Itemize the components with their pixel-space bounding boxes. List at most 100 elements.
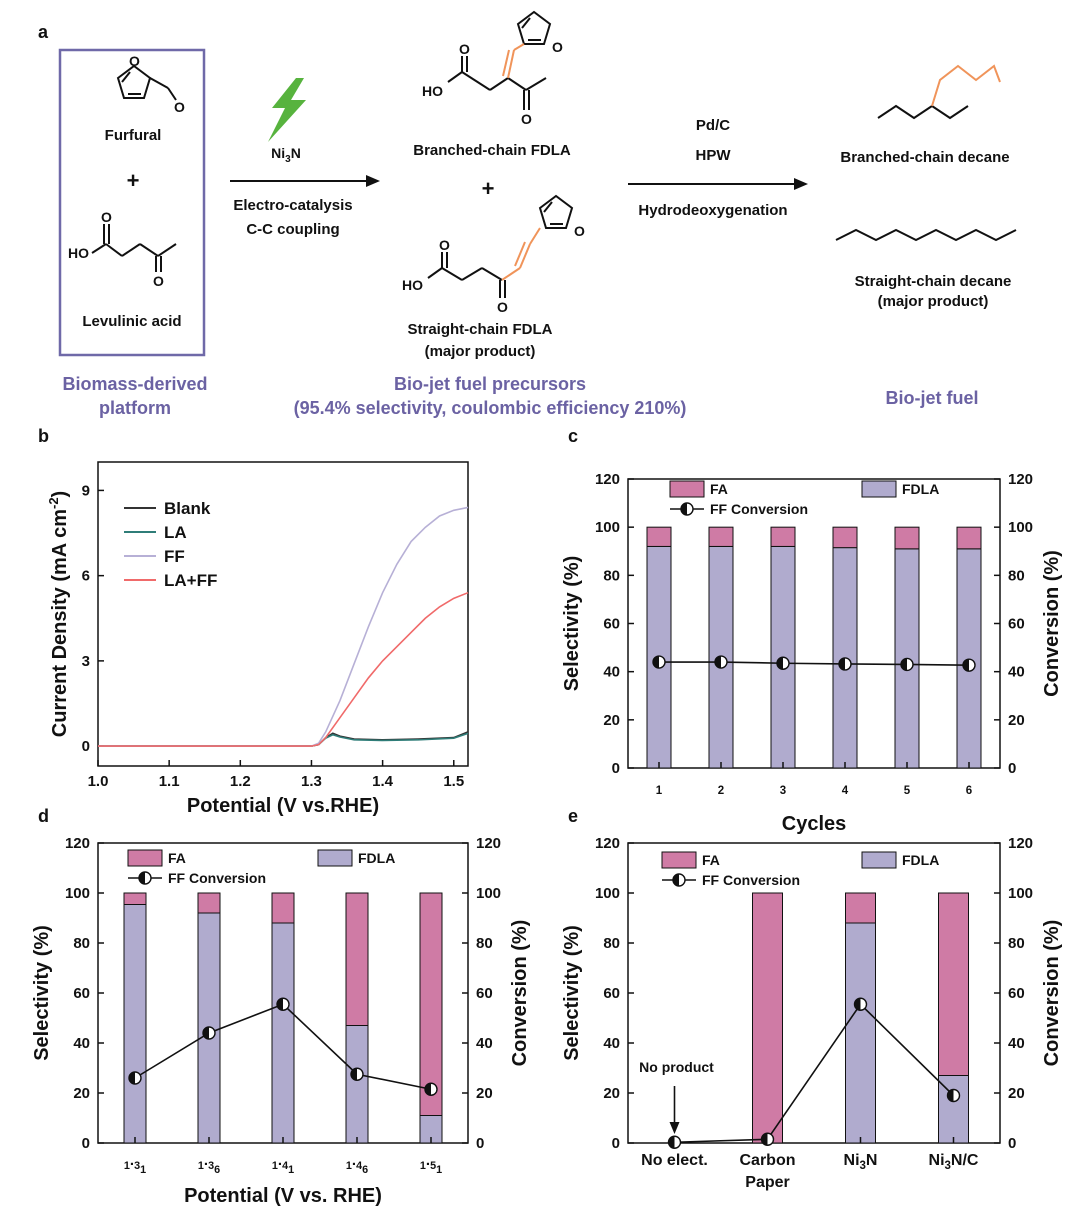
panel-c-conversion-point-fill [715,656,721,669]
panel-c-conversion-point-fill [653,656,659,669]
panel-c-category-label: 1 [656,785,663,797]
panel-d-legend-fdla: FDLA [358,850,395,866]
panel-c-bar-fa [646,526,672,547]
panel-c-frame [627,478,1001,769]
panel-c-legend-fdla: FDLA [902,481,939,497]
panel-d-conversion-point-fill [425,1083,431,1096]
panel-e-chart: e 0 0 20 20 40 40 60 60 80 80 100 100 120 120 No elect.… [561,806,1063,1191]
panel-b-xtick-label: 1.5 [443,773,464,790]
panel-e-ytick-label: 60 [603,985,620,1002]
panel-d-y2tick-label: 120 [476,835,501,852]
panel-b-ytick-label: 6 [82,568,90,585]
straight-fdla-major: (major product) [425,343,536,360]
panel-d-bar-fa [197,892,221,914]
panel-c-legend-fdla-swatch [861,480,897,498]
panel-e-y2tick-label: 100 [1008,885,1033,902]
panel-c-y2label: Conversion (%) [1041,550,1063,697]
panel-b-xtick-label: 1.2 [230,773,251,790]
panel-c-ytick-label: 0 [612,760,620,777]
panel-c-bar-fdla [770,545,796,769]
panel-d-bar-fa [345,892,369,1026]
panel-d-category-label: 1.46 [346,1152,368,1176]
panel-e-bar-fa [845,892,876,924]
panel-c-y2tick-label: 120 [1008,471,1033,488]
panel-e-legend-conv-marker-fill [673,874,679,886]
panel-b-frame [97,461,469,767]
panel-c-bar-fa [894,526,920,550]
straight-fdla-o2: O [497,299,508,315]
panel-c-chart: c 0 0 20 20 40 40 60 60 80 80 100 100 120 120 1 2 3 4 5 6 Sel… [561,426,1063,835]
panel-e-bar-fa [938,892,969,1076]
panel-c-bar-fdla [956,548,982,769]
panel-e-category-label: Paper [745,1174,789,1191]
panel-d-category-label: 1.51 [420,1152,442,1176]
panel-b-series-la-ff [98,591,469,747]
jetfuel-caption: Bio-jet fuel [886,388,979,408]
panel-e-y2tick-label: 0 [1008,1135,1016,1152]
step1-line1: Electro-catalysis [233,197,352,214]
panel-e-bar-fdla [938,1075,969,1144]
panel-e-bar-fdla [845,922,876,1144]
panel-c-ytick-label: 100 [595,519,620,536]
panel-d-y2tick-label: 20 [476,1085,493,1102]
panel-d-bar-fa [419,892,443,1116]
panel-c-ytick-label: 120 [595,471,620,488]
panel-d-bar-fdla [123,904,147,1144]
plus-left: + [127,168,140,193]
levulinic-o-bottom: O [153,273,164,289]
panel-b-xtick-label: 1.0 [88,773,109,790]
panel-b-label: b [38,426,49,446]
straight-fdla-label: Straight-chain FDLA [408,321,553,338]
panel-d-conversion-point-fill [129,1072,135,1084]
panel-c-conversion-point-fill [901,658,907,671]
panel-e-legend-fa-swatch [661,851,697,869]
panel-e-legend-conv: FF Conversion [702,872,800,888]
panel-d-legend-conv-marker-fill [139,872,145,884]
panel-e-y2tick-label: 60 [1008,985,1025,1002]
straight-fdla-o3: O [574,223,585,239]
panel-d-y2tick-label: 60 [476,985,493,1002]
panel-e-y2tick-label: 20 [1008,1085,1025,1102]
panel-b-xtick-label: 1.1 [159,773,180,790]
straight-decane-structure [835,228,1017,242]
panel-d-bar-fdla [271,922,295,1144]
furfural-o-aldehyde: O [174,99,185,115]
panel-d-legend-fdla-swatch [317,849,353,867]
branched-fdla-o3: O [552,39,563,55]
panel-e-ylabel: Selectivity (%) [561,925,583,1061]
panel-b-series-la [98,732,469,747]
panel-d-y2tick-label: 40 [476,1035,493,1052]
panel-b-series-blank [98,731,469,747]
straight-fdla-structure [427,194,574,298]
panel-e-legend-fa: FA [702,852,720,868]
panel-e-category-label: Carbon [740,1152,796,1169]
panel-e-bar-fa [752,892,783,1144]
biomass-caption-1: Biomass-derived [62,374,207,394]
panel-b-xlabel: Potential (V vs.RHE) [187,795,379,817]
panel-e-ytick-label: 40 [603,1035,620,1052]
panel-e-annotation: No product [639,1059,714,1075]
panel-d-y2label: Conversion (%) [509,920,531,1067]
precursors-caption-1: Bio-jet fuel precursors [394,374,586,394]
straight-decane-major: (major product) [878,293,989,310]
panel-c-legend-fa-swatch [669,480,705,498]
branched-fdla-highlight [502,43,525,79]
panel-c-legend-conv-marker-fill [681,503,687,515]
panel-b-legend-label: LA [164,523,187,542]
panel-d-label: d [38,806,49,826]
panel-e-label: e [568,806,578,826]
panel-e-y2label: Conversion (%) [1041,920,1063,1067]
panel-d-conversion-point-fill [277,998,283,1011]
panel-e-conversion-line [674,1003,955,1144]
panel-d-ytick-label: 20 [73,1085,90,1102]
panel-c-y2tick-label: 60 [1008,616,1025,633]
panel-b-legend-label: FF [164,547,185,566]
catalyst-label: Ni3N [271,145,301,165]
panel-c-label: c [568,426,578,446]
panel-b-legend-label: Blank [164,499,211,518]
biomass-caption-2: platform [99,398,171,418]
panel-d-y2tick-label: 100 [476,885,501,902]
panel-b-xtick-label: 1.4 [372,773,394,790]
straight-fdla-highlight [501,227,541,281]
